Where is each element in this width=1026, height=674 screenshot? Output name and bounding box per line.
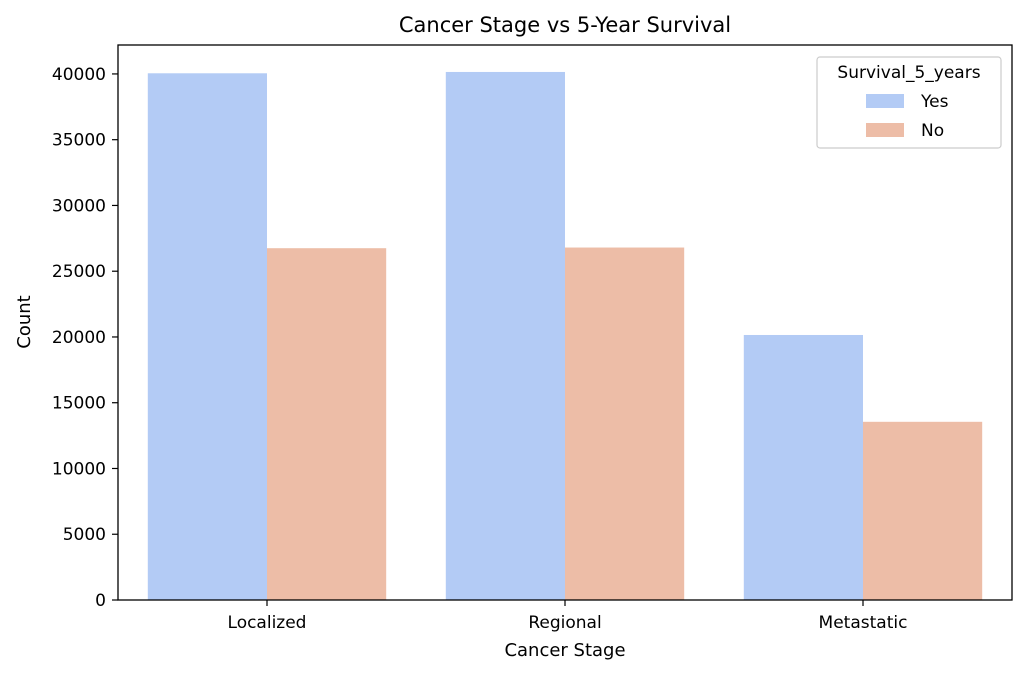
y-tick-label: 20000 (52, 328, 106, 348)
legend-swatch-yes (866, 94, 904, 108)
bar-yes-localized (147, 73, 267, 600)
y-tick-label: 15000 (52, 394, 106, 414)
chart-title: Cancer Stage vs 5-Year Survival (399, 13, 731, 37)
y-tick-label: 25000 (52, 262, 106, 282)
bar-no-regional (565, 247, 685, 601)
legend-label-no: No (921, 121, 944, 141)
bar-yes-regional (445, 71, 565, 600)
legend-swatch-no (866, 123, 904, 137)
bar-no-metastatic (863, 421, 983, 600)
x-tick-label: Metastatic (819, 613, 908, 633)
y-tick-label: 0 (95, 591, 106, 611)
legend-box (816, 56, 1002, 149)
x-axis-label: Cancer Stage (504, 640, 625, 661)
y-tick-label: 40000 (52, 65, 106, 85)
y-axis-label: Count (14, 295, 35, 348)
y-axis: 0 5000 10000 15000 20000 25000 30000 35000 40000 (52, 65, 118, 611)
legend-items: Yes No (866, 92, 949, 141)
x-axis: Localized Regional Metastatic (228, 600, 908, 633)
legend-title: Survival_5_years (837, 63, 980, 83)
plot-frame (117, 44, 1013, 601)
y-tick-label: 35000 (52, 131, 106, 151)
legend: Survival_5_years Yes No (816, 56, 1002, 149)
x-tick-label: Regional (528, 613, 601, 633)
y-tick-label: 30000 (52, 196, 106, 216)
legend-label-yes: Yes (920, 92, 949, 112)
bar-no-localized (267, 248, 387, 600)
y-tick-label: 5000 (63, 525, 106, 545)
bar-yes-metastatic (743, 334, 863, 600)
bars-layer (147, 71, 983, 601)
y-tick-label: 10000 (52, 459, 106, 479)
x-tick-label: Localized (228, 613, 307, 633)
